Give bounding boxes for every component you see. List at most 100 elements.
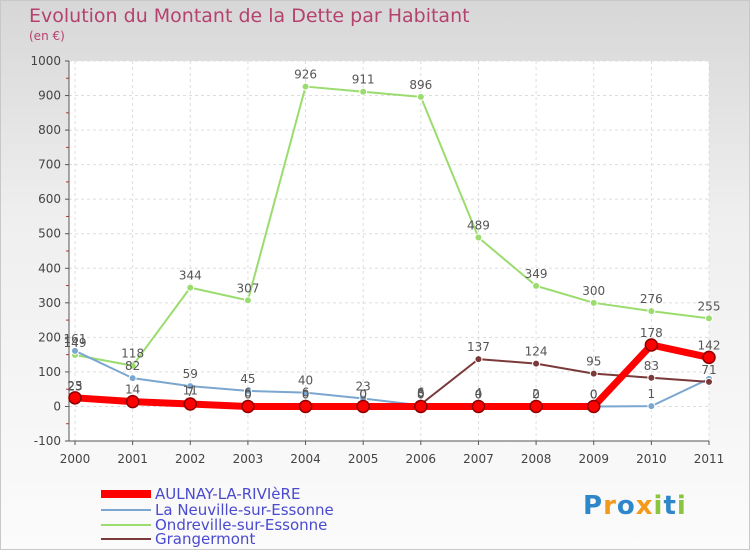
data-label: 149 [64, 336, 87, 350]
chart-subtitle: (en €) [29, 29, 65, 43]
data-label: 71 [701, 363, 716, 377]
data-point [647, 307, 656, 316]
data-label: 82 [125, 359, 140, 373]
data-point [529, 399, 543, 414]
proxiti-logo: Proxiti [583, 491, 687, 521]
y-tick-label: 200 [38, 330, 61, 344]
data-point [471, 399, 486, 414]
y-axis: -100 0 100 200 300 400 500 600 700 800 900 1000 [30, 54, 70, 448]
data-label: 1 [648, 387, 656, 401]
chart-title: Evolution du Montant de la Dette par Hab… [29, 5, 470, 27]
data-label: 6 [417, 385, 425, 399]
x-tick-label: 2004 [290, 452, 321, 466]
data-label: 276 [640, 292, 663, 306]
data-point [128, 374, 137, 383]
x-tick-label: 2008 [521, 452, 552, 466]
y-tick-label: 600 [38, 192, 61, 206]
data-label: 4 [475, 386, 483, 400]
data-point [474, 355, 483, 364]
data-label: 124 [525, 345, 548, 359]
x-tick-label: 2007 [463, 452, 494, 466]
legend-item-la-neuville: La Neuville-sur-Essonne [101, 501, 334, 519]
data-point [647, 373, 656, 382]
data-point [68, 391, 82, 405]
data-point [301, 82, 310, 91]
data-point [647, 402, 656, 411]
data-label: 0 [532, 387, 540, 401]
data-label: 25 [67, 379, 82, 393]
legend-item-aulnay: AULNAY-LA-RIVIèRE [101, 487, 300, 502]
data-label: 95 [586, 355, 601, 369]
data-label: 0 [417, 387, 425, 401]
data-label: 926 [294, 68, 317, 82]
legend-label-grangermont: Grangermont [155, 530, 256, 548]
series-line-0 [74, 341, 710, 410]
data-label: 0 [359, 387, 367, 401]
data-point [125, 394, 140, 409]
data-label: 0 [590, 387, 598, 401]
data-point [298, 399, 313, 414]
data-label: 307 [236, 281, 259, 295]
series-2 [71, 82, 713, 370]
y-tick-label: 500 [38, 227, 61, 241]
data-label: 255 [698, 299, 721, 313]
data-label: 0 [244, 387, 252, 401]
data-label: 6 [302, 385, 310, 399]
y-tick-label: 300 [38, 296, 61, 310]
data-label: 14 [125, 383, 140, 397]
data-label: 0 [590, 387, 598, 401]
legend-item-grangermont: Grangermont [101, 530, 256, 548]
data-point [241, 399, 255, 414]
data-point [128, 361, 137, 370]
x-tick-label: 2010 [636, 452, 667, 466]
x-tick-label: 2000 [60, 452, 91, 466]
series-line-1 [74, 349, 710, 408]
x-tick-label: 2006 [406, 452, 437, 466]
data-label: 45 [240, 372, 255, 386]
data-label: 40 [298, 374, 313, 388]
series-line-2 [74, 85, 710, 367]
y-tick-label: 700 [38, 158, 61, 172]
series-0 [68, 338, 716, 414]
data-label: 3 [417, 386, 425, 400]
data-point [474, 233, 483, 242]
data-label: 118 [121, 347, 144, 361]
x-tick-label: 2009 [578, 452, 609, 466]
data-label: 349 [525, 267, 548, 281]
data-point [702, 350, 716, 365]
y-tick-label: 800 [38, 123, 61, 137]
data-label: 0 [302, 387, 310, 401]
data-point [589, 369, 598, 378]
data-point [359, 87, 368, 96]
data-label: 137 [467, 340, 490, 354]
data-point [416, 92, 425, 101]
data-label: 23 [67, 380, 82, 394]
legend-item-ondreville: Ondreville-sur-Essonne [101, 518, 327, 533]
data-label: 178 [640, 326, 663, 340]
data-label: 344 [179, 269, 202, 283]
legend-label-la-neuville: La Neuville-sur-Essonne [155, 501, 334, 519]
data-point [705, 377, 713, 386]
x-tick-label: 2002 [175, 452, 206, 466]
data-label: 59 [183, 367, 198, 381]
data-label: 142 [698, 338, 721, 352]
data-point [243, 386, 252, 395]
grid-lines [69, 60, 710, 442]
data-point [644, 338, 659, 352]
data-label: 911 [352, 73, 375, 87]
data-label: 83 [644, 359, 659, 373]
data-label: 11 [183, 384, 198, 398]
data-label: 896 [409, 78, 432, 92]
data-point [186, 283, 195, 292]
x-tick-label: 2005 [348, 452, 379, 466]
data-point [71, 346, 79, 355]
data-point [414, 399, 428, 414]
x-tick-label: 2011 [694, 452, 725, 466]
data-label: 6 [244, 385, 252, 399]
legend-swatch-ondreville [101, 524, 151, 526]
y-tick-label: 100 [38, 365, 61, 379]
data-point [532, 281, 541, 290]
series-layer [68, 82, 716, 414]
